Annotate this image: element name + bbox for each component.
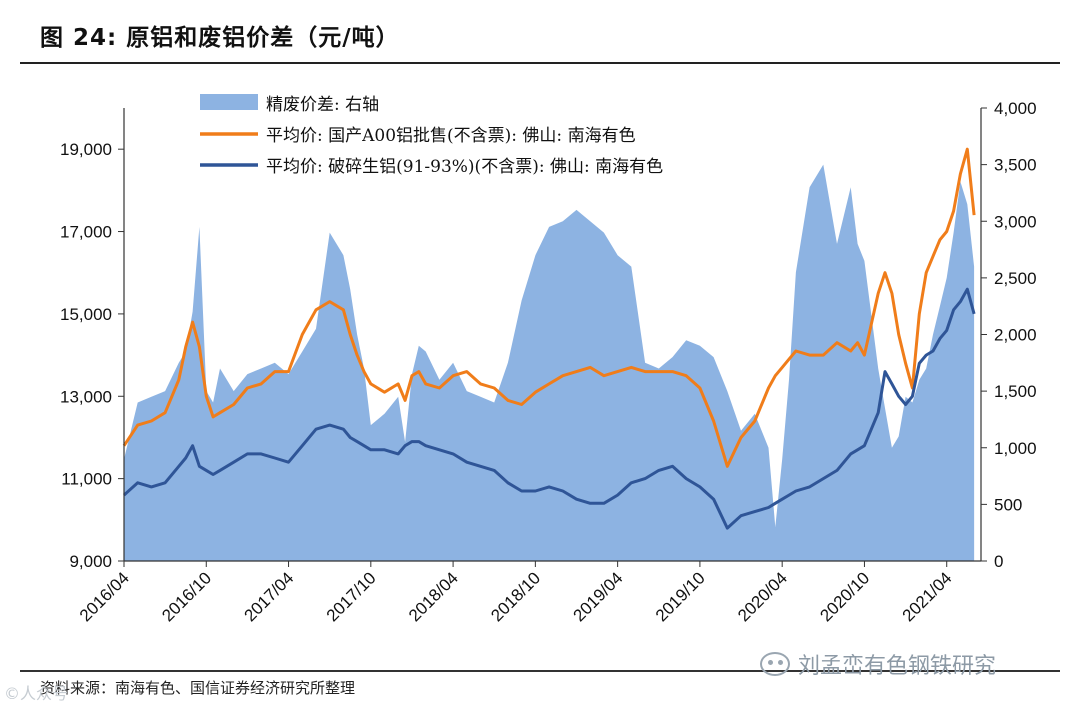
right-tick-label: 1,500 [994,382,1037,401]
right-tick-label: 3,500 [994,156,1037,175]
watermark: 刘孟峦有色钢铁研究 [760,648,996,680]
x-tick-label: 2018/10 [487,568,544,625]
footer-rule [20,670,1060,672]
legend-swatch-spread [200,94,258,110]
left-tick-label: 19,000 [60,140,112,159]
watermark-text: 刘孟峦有色钢铁研究 [798,654,997,679]
right-tick-label: 0 [994,552,1003,571]
left-tick-label: 11,000 [61,470,112,489]
title-rule [20,62,1060,64]
left-tick-label: 15,000 [60,305,112,324]
x-tick-label: 2017/10 [323,568,380,625]
legend-item-scrap: 平均价: 破碎生铝(91-93%)(不含票): 佛山: 南海有色 [200,157,663,177]
figure-title: 图 24: 原铝和废铝价差（元/吨） [40,25,400,51]
watermark-left: ©人众号 [4,684,69,703]
x-tick-label: 2020/10 [816,568,873,625]
right-tick-label: 1,000 [994,439,1037,458]
left-tick-label: 17,000 [60,223,112,242]
x-tick-label: 2019/04 [570,568,627,625]
source-note: 资料来源：南海有色、国信证券经济研究所整理 [40,679,356,697]
wechat-icon [760,652,790,676]
right-tick-label: 4,000 [994,99,1037,118]
price-lines-layer [122,147,976,530]
left-tick-label: 9,000 [69,552,112,571]
legend-label-a00: 平均价: 国产A00铝批售(不含票): 佛山: 南海有色 [266,126,636,146]
title-bar: 图 24: 原铝和废铝价差（元/吨） [0,0,1080,64]
legend-label-scrap: 平均价: 破碎生铝(91-93%)(不含票): 佛山: 南海有色 [266,157,663,177]
legend-item-a00: 平均价: 国产A00铝批售(不含票): 佛山: 南海有色 [200,126,636,146]
x-tick-label: 2019/10 [652,568,709,625]
x-tick-label: 2020/04 [734,568,791,625]
spread-area-layer [124,164,975,561]
right-tick-label: 2,500 [994,269,1037,288]
left-tick-label: 13,000 [60,387,112,406]
x-tick-label: 2021/04 [899,568,956,625]
series-a00-line [122,147,976,468]
x-tick-label: 2017/04 [240,568,297,625]
legend-item-spread: 精废价差: 右轴 [200,94,379,115]
right-tick-label: 2,000 [994,326,1037,345]
right-tick-label: 3,000 [994,212,1037,231]
x-tick-label: 2016/04 [76,568,133,625]
x-tick-label: 2016/10 [158,568,215,625]
right-tick-label: 500 [994,495,1022,514]
series-scrap-line [122,287,976,530]
series-spread-area [124,164,975,561]
x-tick-label: 2018/04 [405,568,462,625]
legend-label-spread: 精废价差: 右轴 [266,95,379,115]
